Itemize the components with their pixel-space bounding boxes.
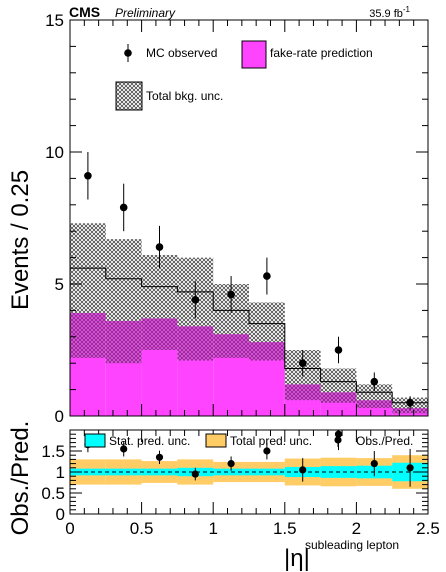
bkg-unc-band <box>249 302 285 343</box>
stat-unc-band <box>141 468 178 476</box>
bkg-unc-band-lower <box>356 400 393 409</box>
luminosity-exponent: -1 <box>403 5 411 14</box>
legend-unc-swatch <box>115 81 143 111</box>
ratio-point <box>191 470 199 478</box>
ratio-point <box>299 466 307 474</box>
ratio-y-tick-label: 0.5 <box>41 484 65 503</box>
ratio-point <box>263 447 271 455</box>
observed-point <box>263 272 271 280</box>
ratio-point <box>120 445 128 453</box>
observed-point <box>406 399 414 407</box>
observed-point <box>155 243 164 251</box>
observed-point <box>334 346 343 354</box>
legend-ratio-marker <box>334 436 342 444</box>
main-y-tick-label: 0 <box>55 407 64 426</box>
legend-unc-label: Total bkg. unc. <box>146 89 223 103</box>
legend-stat-swatch <box>84 433 106 448</box>
bkg-unc-band-lower <box>105 320 142 364</box>
bkg-unc-band-lower <box>284 384 321 401</box>
observed-point <box>191 296 200 304</box>
luminosity-label: 35.9 fb-1 <box>369 5 410 20</box>
ratio-y-tick-label: 0 <box>56 505 65 524</box>
observed-point <box>227 290 235 299</box>
legend-observed-marker <box>124 49 132 57</box>
bkg-unc-band-lower <box>141 318 178 350</box>
ratio-point <box>227 460 235 468</box>
experiment-label: CMS <box>69 4 100 20</box>
x-axis-title: |η| <box>284 545 310 572</box>
bkg-unc-band-lower <box>392 408 428 414</box>
main-plot-frame <box>69 19 429 417</box>
x-tick-label: 1 <box>208 519 217 538</box>
prediction-step-line <box>70 267 428 404</box>
bkg-unc-band-lower <box>70 313 106 358</box>
bkg-unc-band <box>105 239 142 321</box>
bkg-unc-band-lower <box>177 326 214 361</box>
observed-point <box>119 203 128 212</box>
legend-fake-label: fake-rate prediction <box>270 46 373 60</box>
status-label: Preliminary <box>115 6 176 20</box>
x-tick-label: 1.5 <box>273 519 297 538</box>
ratio-y-axis-title: Obs./Pred. <box>7 421 34 536</box>
ratio-point <box>370 460 378 468</box>
ratio-y-tick-label: 1.5 <box>41 442 65 461</box>
observed-point <box>370 377 379 386</box>
bkg-unc-band-lower <box>249 342 285 361</box>
ratio-point <box>406 464 414 472</box>
x-tick-label: 2.5 <box>416 519 440 538</box>
main-legend: MC observed fake-rate prediction Total bkg… <box>115 40 373 111</box>
main-y-tick-label: 10 <box>45 143 64 162</box>
legend-stat-label: Stat. pred. unc. <box>109 434 190 448</box>
bkg-unc-band <box>320 368 357 393</box>
x-axis-title-subscript: subleading lepton <box>305 538 399 552</box>
ratio-y-tick-label: 1 <box>56 463 65 482</box>
bkg-unc-band-lower <box>320 392 357 403</box>
ratio-legend: Stat. pred. unc. Total pred. unc. Obs./Pre… <box>84 430 413 448</box>
x-tick-label: 0 <box>65 519 74 538</box>
bkg-unc-band-lower <box>213 334 249 358</box>
main-y-tick-label: 5 <box>55 275 64 294</box>
legend-observed-label: MC observed <box>146 46 217 60</box>
stat-unc-band <box>105 468 142 476</box>
main-y-tick-label: 15 <box>45 11 64 30</box>
ratio-point <box>155 453 164 461</box>
legend-fake-swatch <box>241 40 267 69</box>
legend-total-label: Total pred. unc. <box>230 434 312 448</box>
legend-total-swatch <box>205 433 227 448</box>
main-y-axis-title: Events / 0.25 <box>7 170 34 310</box>
x-tick-label: 0.5 <box>130 519 154 538</box>
observed-point <box>84 171 92 180</box>
x-tick-label: 2 <box>352 519 361 538</box>
main-panel: 0 5 10 15 MC observed fake-rate prediction Tot… <box>45 11 429 426</box>
legend-ratio-label: Obs./Pred. <box>356 434 413 448</box>
observed-point <box>298 359 307 368</box>
